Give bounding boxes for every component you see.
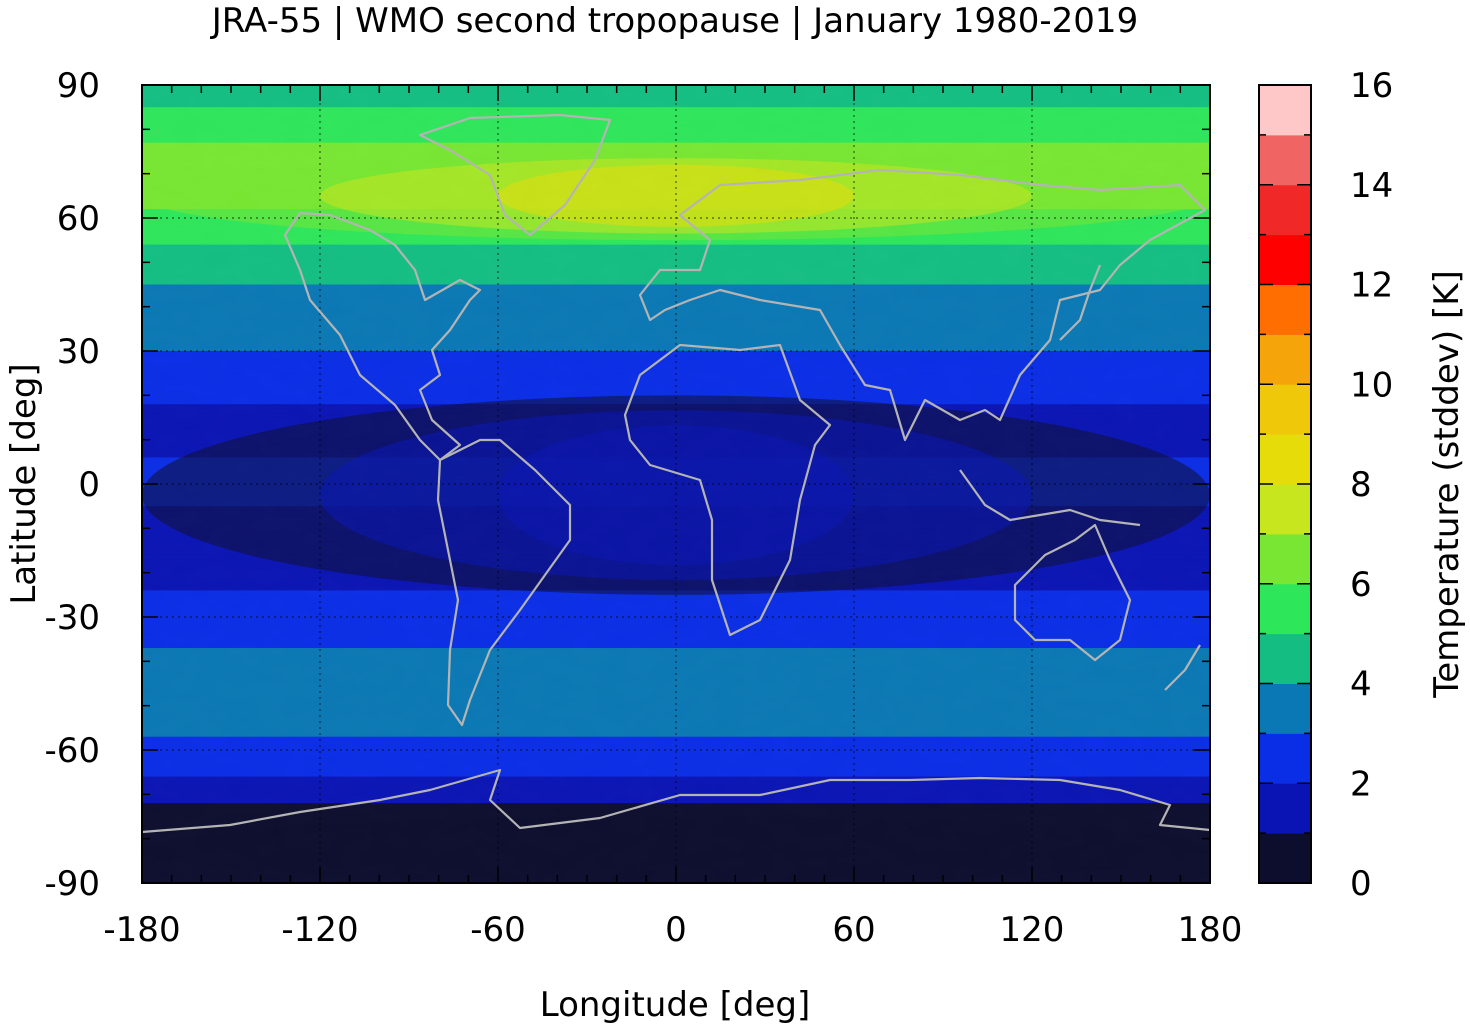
colorbar-tick-label: 10 — [1350, 365, 1393, 405]
colorbar: 0 2 4 6 8 10 12 14 16 — [1259, 66, 1393, 904]
x-tick-label: -120 — [281, 910, 358, 950]
colorbar-swatch — [1259, 134, 1311, 186]
colorbar-swatch — [1259, 533, 1311, 585]
grid — [142, 85, 1210, 883]
y-tick-label: 0 — [78, 465, 100, 505]
colorbar-tick-label: 14 — [1350, 166, 1393, 206]
axis-ticks: -180 -120 -60 0 60 120 180 90 60 30 0 -30 -60 -90 — [44, 66, 1242, 950]
map-panel — [142, 85, 1210, 883]
coast-antarctica — [142, 768, 1210, 834]
colorbar-tick-label: 6 — [1350, 565, 1372, 605]
x-tick-label: -180 — [103, 910, 180, 950]
colorbar-swatch — [1259, 284, 1311, 335]
colorbar-swatch — [1259, 184, 1311, 236]
colorbar-swatch — [1259, 833, 1311, 884]
coast-japan — [1059, 264, 1102, 341]
colorbar-tick-label: 16 — [1350, 66, 1393, 106]
colorbar-tick-label: 4 — [1350, 665, 1372, 705]
x-axis-label: Longitude [deg] — [540, 985, 811, 1025]
colorbar-tick-label: 8 — [1350, 465, 1372, 505]
y-tick-label: -90 — [44, 864, 100, 904]
colorbar-tick-label: 0 — [1350, 864, 1372, 904]
coast-south-america — [436, 438, 572, 727]
x-tick-label: 120 — [1000, 910, 1065, 950]
y-tick-label: -30 — [44, 598, 100, 638]
y-tick-label: -60 — [44, 731, 100, 771]
colorbar-swatch — [1259, 683, 1311, 734]
colorbar-label: Temperature (stddev) [K] — [1427, 270, 1467, 699]
coast-eurasia — [638, 168, 1207, 442]
coast-north-america — [283, 211, 482, 462]
colorbar-swatch — [1259, 85, 1311, 136]
colorbar-swatch — [1259, 733, 1311, 784]
y-tick-label: 30 — [57, 332, 100, 372]
x-tick-label: 180 — [1178, 910, 1243, 950]
colorbar-frame — [1258, 84, 1312, 884]
y-tick-label: 60 — [57, 199, 100, 239]
colorbar-tick-label: 12 — [1350, 266, 1393, 306]
chart-title: JRA-55 | WMO second tropopause | January… — [210, 1, 1138, 41]
coast-australia — [1013, 523, 1132, 662]
colorbar-swatch — [1259, 484, 1311, 535]
coast-africa — [623, 343, 832, 637]
colorbar-swatch — [1259, 384, 1311, 435]
colorbar-swatch — [1259, 334, 1311, 385]
coast-indonesia — [959, 469, 1141, 527]
coast-new-zealand — [1164, 644, 1201, 691]
x-tick-label: -60 — [470, 910, 526, 950]
x-tick-label: 0 — [665, 910, 687, 950]
colorbar-swatch — [1259, 583, 1311, 635]
x-tick-label: 60 — [832, 910, 875, 950]
colorbar-swatch — [1259, 633, 1311, 684]
coastlines — [142, 113, 1210, 834]
colorbar-swatch — [1259, 434, 1311, 485]
colorbar-tick-label: 2 — [1350, 764, 1372, 804]
y-axis-label: Latitude [deg] — [4, 363, 44, 604]
colorbar-swatch — [1259, 234, 1311, 285]
y-tick-label: 90 — [57, 66, 100, 106]
colorbar-swatch — [1259, 783, 1311, 834]
coast-greenland — [418, 113, 612, 237]
